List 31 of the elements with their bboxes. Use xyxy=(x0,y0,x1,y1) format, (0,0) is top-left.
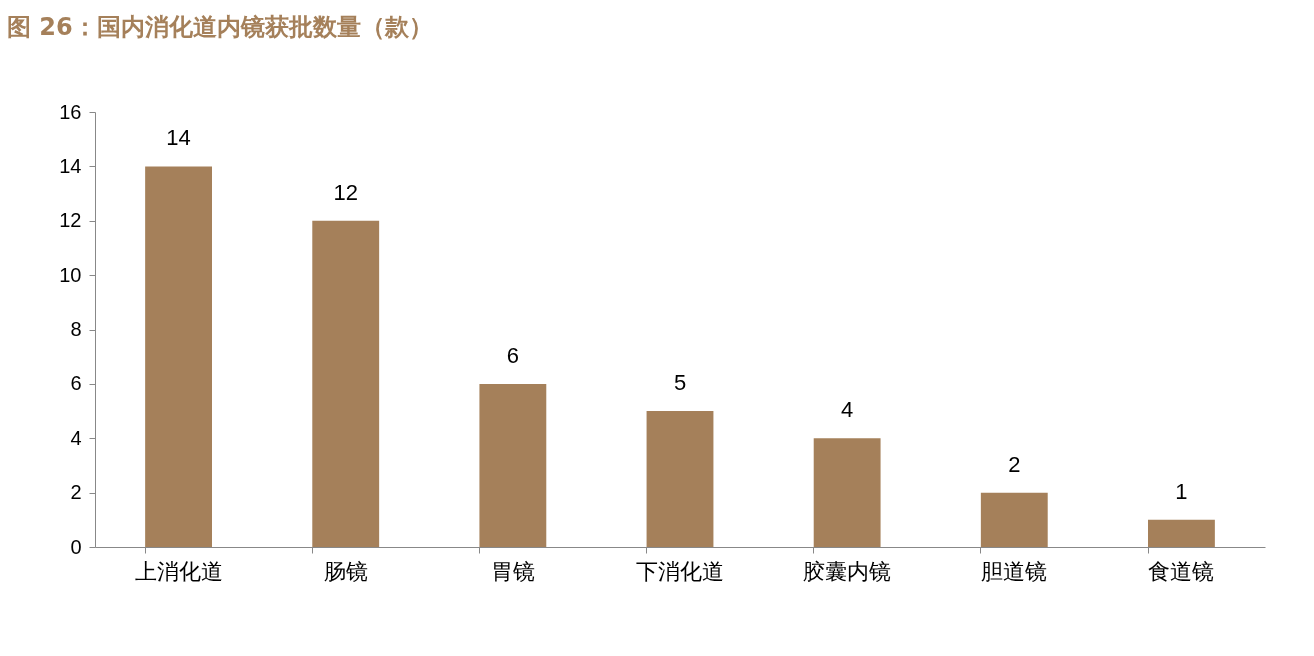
bar xyxy=(813,438,881,547)
data-label: 1 xyxy=(1175,478,1188,504)
x-tick-label: 上消化道 xyxy=(134,558,223,584)
y-tick-label: 16 xyxy=(59,100,82,123)
y-tick-label: 10 xyxy=(59,263,82,286)
data-label: 2 xyxy=(1008,451,1021,477)
y-tick-label: 0 xyxy=(70,535,82,558)
x-tick-label: 胃镜 xyxy=(490,558,535,584)
data-label: 12 xyxy=(333,179,358,205)
data-label: 4 xyxy=(841,397,854,423)
data-label: 14 xyxy=(166,125,191,151)
x-tick-label: 下消化道 xyxy=(636,558,724,584)
bar xyxy=(479,383,547,547)
data-label: 6 xyxy=(506,342,519,368)
x-tick-label: 肠镜 xyxy=(323,558,368,584)
y-tick-label: 14 xyxy=(59,154,82,177)
data-label: 5 xyxy=(673,370,687,396)
y-tick-label: 12 xyxy=(59,209,82,232)
bar xyxy=(1148,519,1215,547)
x-tick-label: 胶囊内镜 xyxy=(803,558,892,584)
y-tick-label: 6 xyxy=(70,372,82,395)
y-tick-label: 4 xyxy=(70,426,82,449)
bar xyxy=(646,411,714,547)
bar xyxy=(145,166,212,547)
y-tick-label: 8 xyxy=(70,318,82,340)
bar xyxy=(312,220,380,547)
bar xyxy=(980,492,1048,547)
x-tick-label: 胆道镜 xyxy=(981,558,1048,584)
y-tick-label: 2 xyxy=(70,481,82,504)
chart-title: 图 26：国内消化道内镜获批数量（款） xyxy=(7,13,433,41)
x-tick-label: 食道镜 xyxy=(1148,558,1215,584)
